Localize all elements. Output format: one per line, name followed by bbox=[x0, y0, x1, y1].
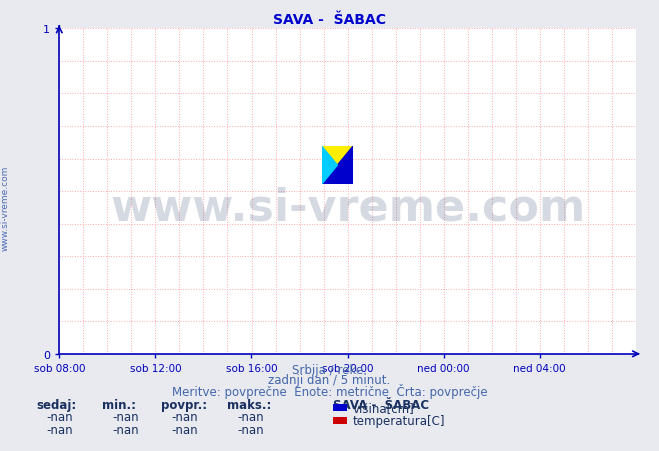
Text: min.:: min.: bbox=[102, 398, 136, 411]
Text: -nan: -nan bbox=[46, 423, 72, 436]
Text: maks.:: maks.: bbox=[227, 398, 272, 411]
Text: zadnji dan / 5 minut.: zadnji dan / 5 minut. bbox=[268, 373, 391, 386]
Text: temperatura[C]: temperatura[C] bbox=[353, 414, 445, 427]
Text: -nan: -nan bbox=[171, 423, 198, 436]
Text: Srbija / reke.: Srbija / reke. bbox=[292, 363, 367, 376]
Text: www.si-vreme.com: www.si-vreme.com bbox=[1, 165, 10, 250]
Text: sedaj:: sedaj: bbox=[36, 398, 76, 411]
Text: -nan: -nan bbox=[112, 423, 138, 436]
Text: -nan: -nan bbox=[237, 410, 264, 423]
Text: -nan: -nan bbox=[237, 423, 264, 436]
Polygon shape bbox=[322, 147, 353, 166]
Text: -nan: -nan bbox=[171, 410, 198, 423]
Text: www.si-vreme.com: www.si-vreme.com bbox=[110, 186, 585, 230]
Text: povpr.:: povpr.: bbox=[161, 398, 208, 411]
Text: SAVA -  ŠABAC: SAVA - ŠABAC bbox=[333, 398, 429, 411]
Polygon shape bbox=[322, 147, 353, 185]
Text: -nan: -nan bbox=[46, 410, 72, 423]
Text: -nan: -nan bbox=[112, 410, 138, 423]
Text: SAVA -  ŠABAC: SAVA - ŠABAC bbox=[273, 13, 386, 27]
Text: Meritve: povprečne  Enote: metrične  Črta: povprečje: Meritve: povprečne Enote: metrične Črta:… bbox=[172, 383, 487, 398]
Polygon shape bbox=[322, 147, 337, 185]
Text: višina[cm]: višina[cm] bbox=[353, 401, 415, 414]
